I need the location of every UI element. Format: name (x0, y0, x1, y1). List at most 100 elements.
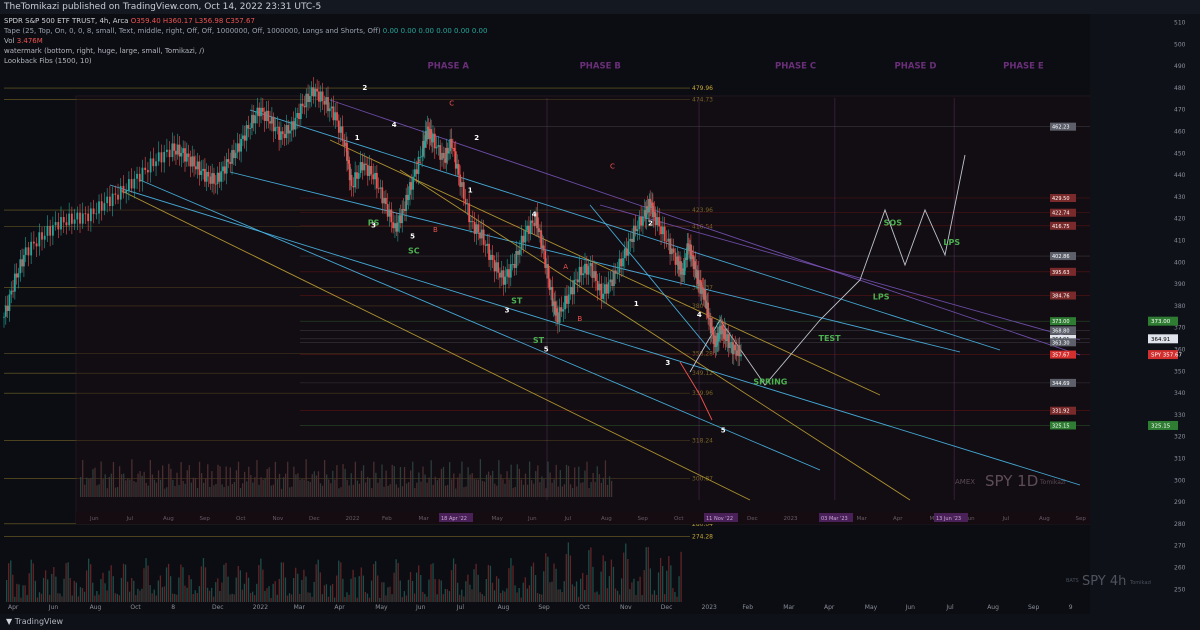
candle (432, 133, 434, 143)
volume-bar (600, 571, 602, 602)
inset-volume-bar (282, 477, 285, 497)
candle (95, 213, 98, 215)
y-axis-tick: 270 (1174, 543, 1186, 550)
volume-bar (100, 579, 102, 602)
candle (334, 112, 337, 121)
inset-volume-bar (498, 460, 500, 497)
candle (558, 307, 561, 323)
candle (6, 305, 9, 311)
inset-volume-bar (381, 464, 383, 497)
volume-bar (321, 594, 323, 602)
candle (327, 97, 329, 112)
inset-volume-bar (451, 479, 453, 497)
vol-value: 3.476M (16, 37, 43, 45)
inset-volume-bar (430, 460, 432, 497)
candle (122, 185, 125, 194)
vol-label[interactable]: Vol (4, 37, 15, 45)
candle (46, 225, 49, 236)
volume-bar (649, 568, 651, 602)
candle (710, 327, 713, 334)
candle (209, 176, 212, 184)
candle (263, 111, 266, 121)
volume-bar (575, 581, 578, 602)
candle (180, 153, 183, 157)
watermark-indicator[interactable]: watermark (bottom, right, huge, large, s… (4, 47, 205, 55)
inset-volume-bar (340, 487, 342, 497)
inset-volume-bar (457, 477, 459, 497)
inset-volume-bar (328, 479, 330, 497)
volume-bar (61, 596, 63, 602)
volume-bar (598, 594, 600, 602)
y-axis-tick: 450 (1174, 150, 1186, 157)
annotation-wave-red: B (577, 315, 582, 323)
candle (547, 264, 549, 279)
inset-volume-bar (533, 483, 535, 497)
inset-volume-bar (174, 486, 176, 497)
volume-bar (112, 576, 114, 602)
candle (399, 215, 402, 224)
candle (700, 287, 703, 294)
inset-axis-tick: Feb (382, 516, 392, 522)
x-axis-tick: Aug (90, 604, 102, 611)
inset-background (75, 95, 1107, 525)
volume-bar (495, 576, 498, 602)
volume-bar (211, 587, 213, 602)
candle (499, 272, 501, 278)
candle (24, 247, 27, 256)
volume-bar (368, 597, 371, 602)
volume-bar (596, 591, 598, 602)
inset-date-mark-bg (819, 513, 853, 522)
candle (493, 260, 496, 272)
candle (394, 223, 396, 229)
volume-bar (202, 558, 205, 602)
price-label-bg (1050, 378, 1076, 387)
axis-price-tag-bg (1148, 334, 1178, 344)
tape-indicator[interactable]: Tape (25, Top, On, 0, 0, 8, small, Text,… (4, 27, 381, 35)
volume-bar (573, 586, 576, 602)
inset-volume-bar (369, 478, 371, 497)
annotation-wave: 5 (410, 232, 415, 240)
inset-volume-bar (172, 480, 174, 497)
fib-label: 318.24 (692, 438, 713, 445)
candle (296, 113, 299, 118)
candle (560, 307, 563, 312)
candle (4, 305, 7, 317)
annotation-wave: 3 (665, 359, 670, 367)
price-label-bg (1050, 338, 1076, 347)
volume-bar (219, 591, 221, 602)
volume-bar (342, 578, 344, 602)
inset-volume-bar (449, 462, 451, 497)
candle (636, 229, 639, 232)
candle (81, 213, 84, 224)
brand-text[interactable]: TradingView (14, 617, 64, 626)
volume-bar (465, 581, 467, 602)
y-axis-tick: 410 (1174, 238, 1186, 245)
volume-bar (81, 588, 84, 602)
inset-volume-bar (377, 482, 379, 497)
candle (444, 158, 446, 163)
lookback-fibs-indicator[interactable]: Lookback Fibs (1500, 10) (4, 57, 92, 65)
volume-bar (98, 594, 100, 602)
candle (298, 113, 300, 120)
candle (84, 213, 87, 215)
volume-bar (284, 577, 287, 602)
inset-volume-bar (121, 474, 123, 497)
volume-bar (6, 580, 8, 602)
volume-bar (24, 585, 26, 602)
volume-bar (42, 577, 45, 602)
inset-volume-bar (270, 485, 272, 497)
volume-bar (493, 590, 496, 602)
symbol-title[interactable]: SPDR S&P 500 ETF TRUST, 4h, Arca (4, 17, 129, 25)
candle (249, 128, 252, 129)
candle (234, 152, 237, 159)
volume-bar (26, 595, 28, 602)
ohlc-values: O359.40 H360.17 L356.98 C357.67 (130, 17, 255, 25)
volume-bar (139, 590, 141, 602)
volume-bar (247, 577, 250, 602)
inset-volume-bar (186, 470, 188, 497)
trendline (589, 204, 711, 351)
inset-volume-bar (205, 478, 207, 497)
volume-bar (426, 596, 428, 602)
candle (87, 213, 90, 222)
